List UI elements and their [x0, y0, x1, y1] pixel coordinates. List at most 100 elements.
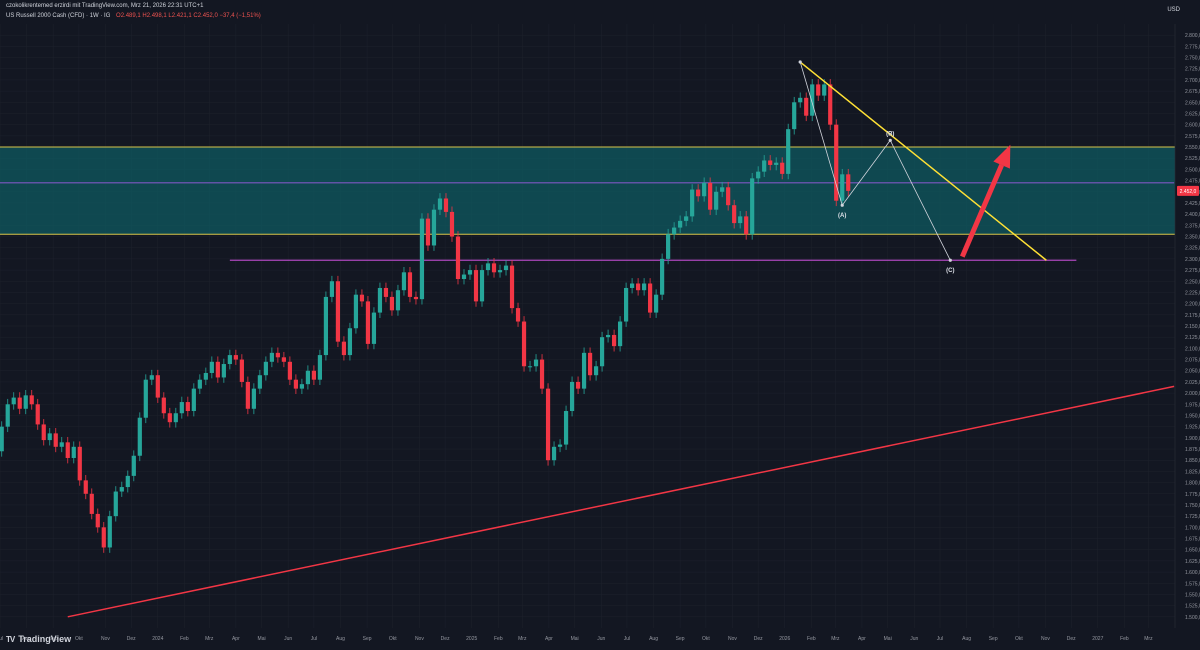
x-tick-label: Feb [180, 636, 189, 642]
candle-body [473, 270, 479, 302]
candle-body [515, 308, 521, 322]
x-tick-label: Nov [415, 636, 424, 642]
y-tick-label: 1.500,0 [1185, 615, 1200, 621]
candle-body [527, 366, 533, 368]
y-tick-label: 2.225,0 [1185, 290, 1200, 296]
tradingview-brand[interactable]: TV TradingView [6, 632, 71, 646]
x-tick-label: Feb [807, 636, 816, 642]
instrument-name[interactable]: US Russell 2000 Cash (CFD) · 1W · IG [6, 13, 111, 19]
candle-body [431, 209, 437, 246]
candle-body [798, 97, 803, 103]
candle-body [816, 84, 821, 96]
candle-body [575, 381, 581, 389]
candle-body [726, 187, 731, 206]
last-price-label: 2.452,0 [1180, 189, 1197, 195]
x-tick-label: 2024 [152, 636, 163, 642]
y-tick-label: 1.575,0 [1185, 581, 1200, 587]
candle-body [425, 218, 431, 246]
candle-body [732, 205, 737, 224]
candle-body [437, 198, 443, 210]
candle-body [341, 341, 347, 356]
candle-body [179, 402, 184, 414]
y-tick-label: 2.125,0 [1185, 335, 1200, 341]
candle-body [29, 395, 34, 405]
y-tick-label: 2.575,0 [1185, 134, 1200, 140]
candle-body [137, 417, 142, 456]
x-tick-label: Sep [676, 636, 685, 642]
x-tick-label: Dez [754, 636, 763, 642]
y-tick-label: 2.725,0 [1185, 67, 1200, 73]
candle-body [557, 444, 563, 447]
candle-body [155, 375, 160, 398]
y-tick-label: 2.600,0 [1185, 123, 1200, 129]
candle-body [762, 160, 767, 172]
currency-label[interactable]: USD [1167, 7, 1180, 13]
x-tick-label: Sep [49, 636, 58, 642]
candle-body [233, 355, 238, 360]
y-tick-label: 1.675,0 [1185, 537, 1200, 543]
y-tick-label: 1.925,0 [1185, 425, 1200, 431]
candle-body [215, 361, 220, 378]
wave-point [840, 203, 844, 207]
candle-body [23, 395, 28, 409]
brand-name: TradingView [18, 634, 72, 644]
candle-body [636, 283, 641, 291]
candle-body [35, 404, 40, 425]
y-tick-label: 2.800,0 [1185, 33, 1200, 39]
x-tick-label: Dez [127, 636, 136, 642]
candle-body [696, 189, 701, 197]
x-tick-label: Okt [389, 636, 397, 642]
candle-body [209, 361, 214, 373]
candle-body [846, 174, 851, 191]
y-tick-label: 2.650,0 [1185, 100, 1200, 106]
candle-body [545, 388, 551, 461]
candle-body [287, 361, 292, 380]
candle-body [623, 287, 629, 322]
wave-label: (A) [838, 213, 846, 219]
trendline [799, 61, 1047, 261]
forecast-arrow-shaft [960, 164, 1004, 258]
candle-body [53, 433, 58, 447]
x-tick-label: Apr [232, 636, 240, 642]
candle-body [227, 355, 232, 365]
y-tick-label: 1.625,0 [1185, 559, 1200, 565]
candle-body [239, 359, 244, 382]
candle-body [293, 379, 298, 389]
candle-body [605, 334, 611, 338]
candle-body [708, 182, 713, 210]
symbol-info-line: US Russell 2000 Cash (CFD) · 1W · IG O2.… [6, 13, 261, 19]
y-tick-label: 1.550,0 [1185, 592, 1200, 598]
candle-body [563, 411, 569, 445]
tradingview-logo-icon: TV [6, 634, 15, 644]
candle-body [629, 283, 635, 288]
candle-body [702, 182, 707, 197]
candle-body [461, 274, 467, 280]
y-tick-label: 1.525,0 [1185, 604, 1200, 610]
last-price-badge [1177, 185, 1199, 196]
candle-body [125, 475, 130, 488]
y-tick-label: 2.700,0 [1185, 78, 1200, 84]
y-tick-label: 2.675,0 [1185, 89, 1200, 95]
candle-body [383, 287, 389, 297]
x-tick-label: Mrz [831, 636, 840, 642]
candle-body [251, 388, 256, 409]
y-tick-label: 1.875,0 [1185, 447, 1200, 453]
candle-body [185, 402, 190, 412]
candle-body [275, 352, 280, 358]
candle-body [744, 216, 749, 235]
candle-body [83, 480, 88, 494]
x-tick-label: Mrz [518, 636, 527, 642]
candle-body [413, 296, 419, 300]
candle-body [221, 364, 226, 378]
candle-body [617, 321, 623, 347]
y-tick-label: 2.025,0 [1185, 380, 1200, 386]
x-tick-label: Aug [336, 636, 345, 642]
y-tick-label: 1.900,0 [1185, 436, 1200, 442]
candle-body [371, 312, 377, 344]
y-tick-label: 2.400,0 [1185, 212, 1200, 218]
candle-body [455, 236, 461, 280]
x-tick-label: Jul [311, 636, 317, 642]
x-tick-label: Feb [1120, 636, 1129, 642]
candle-body [690, 189, 695, 217]
